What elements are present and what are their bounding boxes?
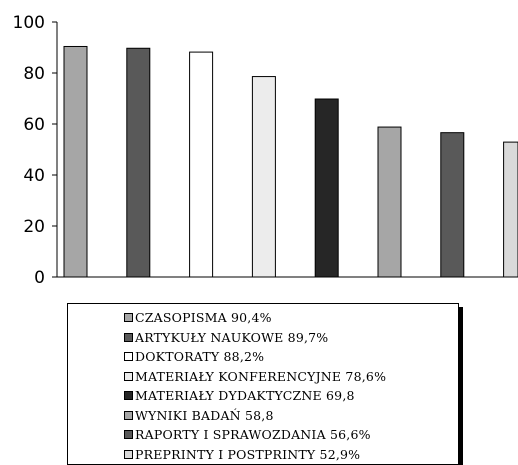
legend-item: WYNIKI BADAŃ 58,8 [124, 406, 386, 426]
legend-list: CZASOPISMA 90,4% ARTYKUŁY NAUKOWE 89,7% DO… [124, 308, 386, 464]
y-tick-label: 100 [13, 13, 45, 33]
legend-label: RAPORTY I SPRAWOZDANIA 56,6% [135, 427, 371, 443]
y-tick-label: 0 [34, 268, 45, 288]
y-tick-label: 40 [23, 166, 45, 186]
legend: CZASOPISMA 90,4% ARTYKUŁY NAUKOWE 89,7% DO… [67, 303, 459, 465]
legend-swatch [124, 371, 133, 381]
legend-label: MATERIAŁY KONFERENCYJNE 78,6% [135, 368, 387, 384]
legend-item: ARTYKUŁY NAUKOWE 89,7% [124, 328, 386, 348]
bar [189, 51, 214, 278]
legend-item: PREPRINTY I POSTPRINTY 52,9% [124, 445, 386, 465]
bar [251, 76, 276, 278]
bars [63, 45, 518, 278]
legend-swatch [124, 430, 133, 440]
legend-label: ARTYKUŁY NAUKOWE 89,7% [135, 329, 329, 345]
legend-item: RAPORTY I SPRAWOZDANIA 56,6% [124, 425, 386, 445]
legend-label: CZASOPISMA 90,4% [135, 310, 272, 326]
bar [63, 45, 88, 278]
legend-label: MATERIAŁY DYDAKTYCZNE 69,8 [135, 388, 355, 404]
legend-swatch [124, 391, 133, 401]
bar-chart: 0 20 40 60 80 100 [13, 13, 518, 288]
legend-label: DOKTORATY 88,2% [135, 349, 265, 365]
bar [440, 132, 465, 278]
y-tick-label: 80 [23, 64, 45, 84]
legend-item: MATERIAŁY KONFERENCYJNE 78,6% [124, 367, 386, 387]
legend-swatch [124, 313, 133, 323]
legend-label: PREPRINTY I POSTPRINTY 52,9% [135, 446, 361, 462]
y-axis: 0 20 40 60 80 100 [13, 13, 518, 288]
legend-label: WYNIKI BADAŃ 58,8 [135, 407, 274, 423]
legend-item: MATERIAŁY DYDAKTYCZNE 69,8 [124, 386, 386, 406]
y-tick-label: 60 [23, 115, 45, 135]
y-tick-label: 20 [23, 217, 45, 237]
legend-swatch [124, 332, 133, 342]
legend-swatch [124, 410, 133, 420]
legend-swatch [124, 352, 133, 362]
bar [503, 141, 518, 278]
legend-swatch [124, 449, 133, 459]
bar [126, 47, 151, 278]
legend-item: DOKTORATY 88,2% [124, 347, 386, 367]
legend-item: CZASOPISMA 90,4% [124, 308, 386, 328]
bar [377, 126, 402, 278]
bar [314, 98, 339, 278]
